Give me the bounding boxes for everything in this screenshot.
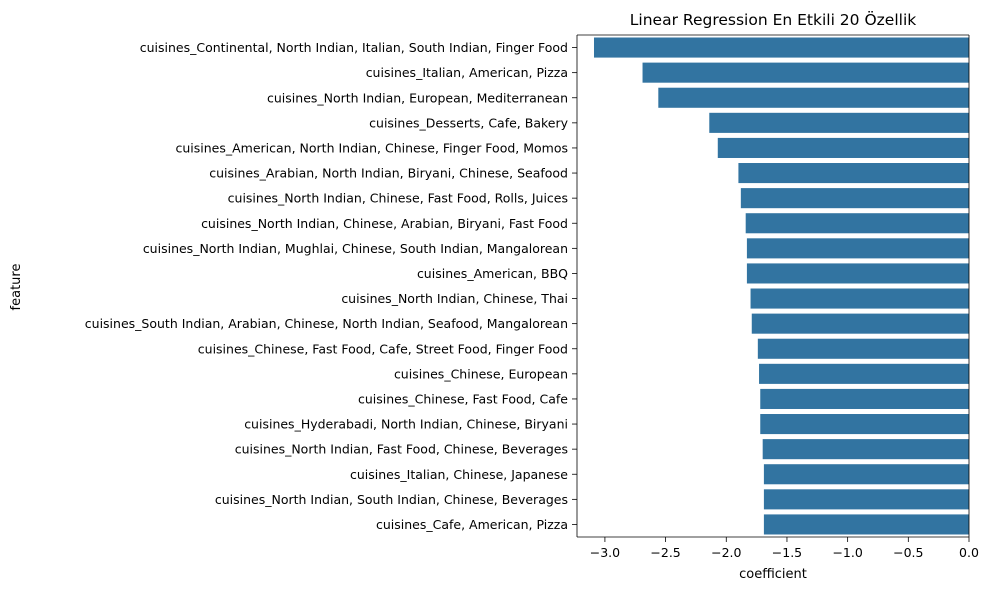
y-tick-label: cuisines_American, North Indian, Chinese…	[175, 140, 568, 155]
x-tick-label: −3.0	[590, 545, 620, 560]
x-tick-label: −1.0	[832, 545, 862, 560]
y-tick-label: cuisines_Chinese, Fast Food, Cafe	[358, 391, 568, 406]
y-tick-label: cuisines_Desserts, Cafe, Bakery	[369, 115, 568, 130]
y-tick-label: cuisines_North Indian, Fast Food, Chines…	[235, 442, 568, 457]
y-tick-label: cuisines_Arabian, North Indian, Biryani,…	[209, 166, 568, 181]
x-tick-label: −1.5	[772, 545, 802, 560]
y-tick-label: cuisines_Continental, North Indian, Ital…	[140, 40, 568, 55]
x-axis-title: coefficient	[739, 567, 807, 582]
y-tick-labels: cuisines_Continental, North Indian, Ital…	[85, 40, 577, 532]
bar	[757, 338, 969, 359]
x-tick-label: 0.0	[959, 545, 979, 560]
y-tick-label: cuisines_Chinese, European	[394, 366, 568, 381]
y-tick-label: cuisines_North Indian, South Indian, Chi…	[215, 492, 568, 507]
bar	[709, 112, 969, 133]
x-ticks-group: −3.0 −2.5 −2.0 −1.5 −1.0 −0.5 0.0	[590, 537, 979, 560]
y-tick-label: cuisines_North Indian, Mughlai, Chinese,…	[143, 241, 568, 256]
y-tick-label: cuisines_North Indian, European, Mediter…	[267, 90, 568, 105]
bar	[746, 238, 969, 259]
bar	[593, 37, 969, 58]
bar	[658, 87, 969, 108]
chart-title: Linear Regression En Etkili 20 Özellik	[630, 10, 916, 29]
bar	[762, 439, 969, 460]
bar	[763, 514, 969, 535]
bars-group	[593, 37, 969, 535]
y-tick-label: cuisines_South Indian, Arabian, Chinese,…	[85, 316, 568, 331]
bar	[746, 263, 969, 284]
y-tick-label: cuisines_North Indian, Chinese, Arabian,…	[201, 216, 568, 231]
bar	[738, 163, 969, 184]
bar	[717, 137, 969, 158]
bar	[745, 213, 969, 234]
bar	[760, 414, 969, 435]
y-tick-label: cuisines_North Indian, Chinese, Fast Foo…	[228, 191, 568, 206]
y-tick-label: cuisines_Cafe, American, Pizza	[376, 517, 568, 532]
bar	[760, 388, 969, 409]
x-tick-label: −2.0	[711, 545, 741, 560]
bar	[740, 188, 969, 209]
bar	[751, 313, 969, 334]
bar	[763, 464, 969, 485]
y-axis-title: feature	[9, 264, 24, 311]
y-tick-label: cuisines_Italian, Chinese, Japanese	[350, 467, 568, 482]
axes-frame	[576, 34, 970, 538]
y-tick-label: cuisines_Hyderabadi, North Indian, Chine…	[244, 417, 568, 432]
y-tick-label: cuisines_Chinese, Fast Food, Cafe, Stree…	[198, 341, 568, 356]
bar	[763, 489, 969, 510]
y-tick-label: cuisines_American, BBQ	[417, 266, 568, 281]
x-tick-label: −2.5	[650, 545, 680, 560]
y-tick-label: cuisines_Italian, American, Pizza	[366, 65, 568, 80]
bar	[759, 363, 969, 384]
bar	[750, 288, 969, 309]
bar	[642, 62, 969, 83]
y-tick-label: cuisines_North Indian, Chinese, Thai	[341, 291, 568, 306]
x-tick-label: −0.5	[893, 545, 923, 560]
